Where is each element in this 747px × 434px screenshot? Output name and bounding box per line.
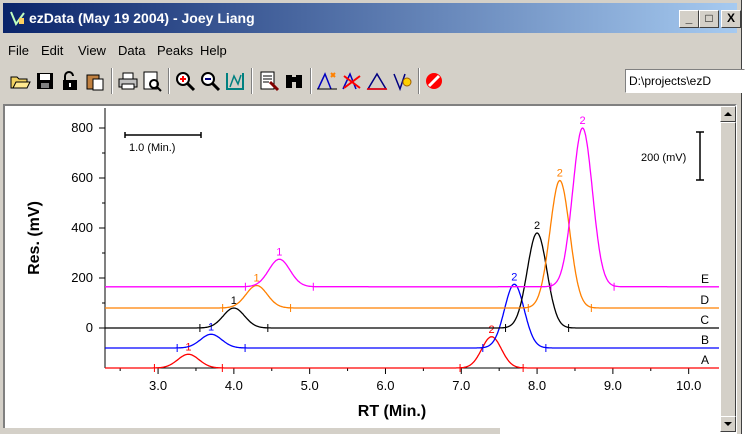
menu-file[interactable]: File xyxy=(8,43,29,58)
series-name-label: E xyxy=(701,272,709,286)
x-tick-label: 5.0 xyxy=(301,378,319,393)
paste-icon[interactable] xyxy=(84,70,106,92)
series-line-A xyxy=(105,336,719,369)
peak-bound-marker xyxy=(199,324,269,332)
peak-bound-marker xyxy=(153,364,223,372)
integrate-icon[interactable] xyxy=(391,70,413,92)
peak-label: 2 xyxy=(511,271,517,283)
binoculars-icon[interactable] xyxy=(283,70,305,92)
x-tick-label: 9.0 xyxy=(604,378,622,393)
peak-label: 2 xyxy=(579,115,585,127)
app-icon xyxy=(10,11,25,27)
series-name-label: C xyxy=(700,313,709,327)
series-line-D xyxy=(105,179,719,309)
y-tick-label: 400 xyxy=(71,220,93,235)
y-axis-label: Res. (mV) xyxy=(26,201,43,275)
peak-label: 1 xyxy=(231,295,237,307)
vertical-scrollbar[interactable] xyxy=(720,106,736,432)
window-title: ezData (May 19 2004) - Joey Liang xyxy=(29,10,255,26)
zoom-fit-icon[interactable] xyxy=(224,70,246,92)
series-name-label: B xyxy=(701,333,709,347)
y-scale-bar-label: 200 (mV) xyxy=(641,152,686,164)
x-tick-label: 7.0 xyxy=(452,378,470,393)
peak-label: 1 xyxy=(208,321,214,333)
minimize-button[interactable]: _ xyxy=(679,10,699,28)
open-icon[interactable] xyxy=(9,70,31,92)
peak-label: 2 xyxy=(557,168,563,180)
toolbar-separator xyxy=(310,68,312,94)
stop-icon[interactable] xyxy=(423,70,445,92)
print-preview-icon[interactable] xyxy=(141,70,163,92)
menu-peaks[interactable]: Peaks xyxy=(157,43,194,58)
x-tick-label: 4.0 xyxy=(225,378,243,393)
scroll-thumb[interactable] xyxy=(720,122,736,418)
maximize-button[interactable]: □ xyxy=(699,10,719,28)
menu-data[interactable]: Data xyxy=(118,43,146,58)
y-tick-label: 800 xyxy=(71,120,93,135)
peak-label: 2 xyxy=(489,324,495,336)
peak-add-icon[interactable] xyxy=(316,70,338,92)
series-name-label: A xyxy=(701,353,709,367)
peak-bound-marker xyxy=(459,364,524,372)
y-tick-label: 200 xyxy=(71,270,93,285)
series-name-label: D xyxy=(700,293,709,307)
x-scale-bar-label: 1.0 (Min.) xyxy=(129,142,175,154)
chart-area: 0 200 400 600 800 3.0 4.0 5.0 6.0 7.0 8.0 9.0 10.0 RT… xyxy=(3,104,737,434)
y-tick-label: 0 xyxy=(86,320,93,335)
zoom-in-icon[interactable] xyxy=(174,70,196,92)
x-tick-label: 10.0 xyxy=(676,378,701,393)
zoom-out-icon[interactable] xyxy=(199,70,221,92)
x-tick-label: 8.0 xyxy=(528,378,546,393)
unlock-icon[interactable] xyxy=(59,70,81,92)
peak-bound-marker xyxy=(244,282,314,291)
window-bottom-edge xyxy=(0,428,500,434)
peak-bound-marker xyxy=(482,344,547,352)
series-line-C xyxy=(105,232,719,329)
peak-bound-marker xyxy=(550,282,615,291)
menu-help[interactable]: Help xyxy=(200,43,227,58)
x-axis-label: RT (Min.) xyxy=(358,403,426,420)
x-tick-label: 6.0 xyxy=(376,378,394,393)
peak-delete-icon[interactable] xyxy=(341,70,363,92)
arrow-down-icon xyxy=(724,422,732,426)
menu-view[interactable]: View xyxy=(78,43,106,58)
peak-bound-marker xyxy=(176,344,246,352)
scroll-down-button[interactable] xyxy=(720,416,736,432)
toolbar-separator xyxy=(111,68,113,94)
project-path-field[interactable]: D:\projects\ezD xyxy=(625,69,745,93)
peak-label: 2 xyxy=(534,220,540,232)
toolbar-separator xyxy=(418,68,420,94)
scroll-up-button[interactable] xyxy=(720,106,736,122)
chromatogram-chart[interactable]: 0 200 400 600 800 3.0 4.0 5.0 6.0 7.0 8.0 9.0 10.0 RT… xyxy=(5,106,720,432)
toolbar-separator xyxy=(168,68,170,94)
x-tick-label: 3.0 xyxy=(149,378,167,393)
save-icon[interactable] xyxy=(34,70,56,92)
arrow-up-icon xyxy=(724,112,732,116)
series-line-B xyxy=(105,283,719,349)
peak-label: 1 xyxy=(276,246,282,258)
baseline-icon[interactable] xyxy=(366,70,388,92)
toolbar: D:\projects\ezD xyxy=(3,64,745,100)
menu-edit[interactable]: Edit xyxy=(41,43,64,58)
title-bar[interactable]: ezData (May 19 2004) - Joey Liang _ □ X xyxy=(3,3,741,33)
x-scale-bar: 1.0 (Min.) xyxy=(124,132,202,154)
peak-bound-marker xyxy=(505,324,570,332)
peak-bound-marker xyxy=(222,304,292,312)
series-line-E xyxy=(105,127,719,288)
report-icon[interactable] xyxy=(258,70,280,92)
toolbar-separator xyxy=(251,68,253,94)
peak-bound-marker xyxy=(527,304,592,312)
y-tick-label: 600 xyxy=(71,170,93,185)
peak-label: 1 xyxy=(254,273,260,285)
y-scale-bar: 200 (mV) xyxy=(641,131,704,181)
close-button[interactable]: X xyxy=(721,10,741,28)
menu-bar: File Edit View Data Peaks Help xyxy=(3,38,737,60)
print-icon[interactable] xyxy=(117,70,139,92)
